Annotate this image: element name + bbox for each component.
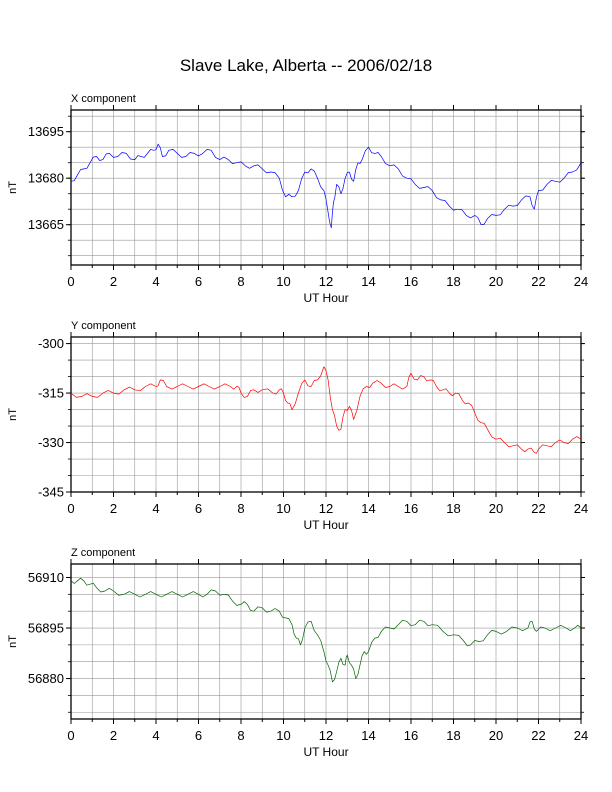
x-tick-label: 22 xyxy=(531,274,545,289)
x-tick-label: 16 xyxy=(404,728,418,743)
x-axis-label: UT Hour xyxy=(303,518,348,532)
x-tick-label: 10 xyxy=(276,274,290,289)
x-tick-label: 18 xyxy=(446,728,460,743)
x-tick-label: 4 xyxy=(152,501,159,516)
x-tick-label: 16 xyxy=(404,501,418,516)
y-tick-label: 56910 xyxy=(28,570,64,585)
y-tick-label: -330 xyxy=(38,435,64,450)
x-tick-label: 8 xyxy=(237,501,244,516)
x-tick-label: 6 xyxy=(195,274,202,289)
x-tick-label: 20 xyxy=(489,274,503,289)
x-tick-label: 14 xyxy=(361,501,375,516)
y-axis-label: nT xyxy=(7,181,19,194)
x-tick-label: 2 xyxy=(110,274,117,289)
x-tick-label: 8 xyxy=(237,274,244,289)
x-tick-label: 6 xyxy=(195,501,202,516)
x-tick-label: 24 xyxy=(574,274,588,289)
y-tick-label: 13680 xyxy=(28,171,64,186)
x-tick-label: 22 xyxy=(531,501,545,516)
x-tick-label: 4 xyxy=(152,274,159,289)
x-tick-label: 20 xyxy=(489,501,503,516)
data-line xyxy=(70,366,582,454)
y-tick-label: 13665 xyxy=(28,217,64,232)
x-tick-label: 0 xyxy=(67,501,74,516)
x-tick-label: 10 xyxy=(276,501,290,516)
x-tick-label: 24 xyxy=(574,501,588,516)
y-tick-label: -345 xyxy=(38,485,64,500)
page-title: Slave Lake, Alberta -- 2006/02/18 xyxy=(179,56,433,75)
y-tick-label: -315 xyxy=(38,386,64,401)
y-axis-label: nT xyxy=(7,635,19,648)
y-axis-label: nT xyxy=(7,408,19,421)
chart-subtitle: Y component xyxy=(71,320,136,332)
x-tick-label: 14 xyxy=(361,274,375,289)
y-tick-label: 13695 xyxy=(28,124,64,139)
data-line xyxy=(70,143,582,229)
x-tick-label: 4 xyxy=(152,728,159,743)
y-tick-label: -300 xyxy=(38,336,64,351)
x-tick-label: 2 xyxy=(110,728,117,743)
y-tick-label: 56895 xyxy=(28,621,64,636)
x-axis-label: UT Hour xyxy=(303,291,348,305)
x-tick-label: 14 xyxy=(361,728,375,743)
x-tick-label: 20 xyxy=(489,728,503,743)
x-tick-label: 16 xyxy=(404,274,418,289)
x-tick-label: 12 xyxy=(319,728,333,743)
x-tick-label: 18 xyxy=(446,274,460,289)
x-tick-label: 0 xyxy=(67,728,74,743)
x-tick-label: 0 xyxy=(67,274,74,289)
chart-subtitle: Z component xyxy=(71,547,135,559)
x-tick-label: 12 xyxy=(319,501,333,516)
x-axis-label: UT Hour xyxy=(303,745,348,759)
x-tick-label: 6 xyxy=(195,728,202,743)
chart-subtitle: X component xyxy=(71,93,136,105)
x-tick-label: 24 xyxy=(574,728,588,743)
x-tick-label: 22 xyxy=(531,728,545,743)
data-line xyxy=(70,577,582,683)
x-tick-label: 18 xyxy=(446,501,460,516)
y-tick-label: 56880 xyxy=(28,671,64,686)
x-tick-label: 2 xyxy=(110,501,117,516)
x-tick-label: 12 xyxy=(319,274,333,289)
x-tick-label: 10 xyxy=(276,728,290,743)
x-tick-label: 8 xyxy=(237,728,244,743)
